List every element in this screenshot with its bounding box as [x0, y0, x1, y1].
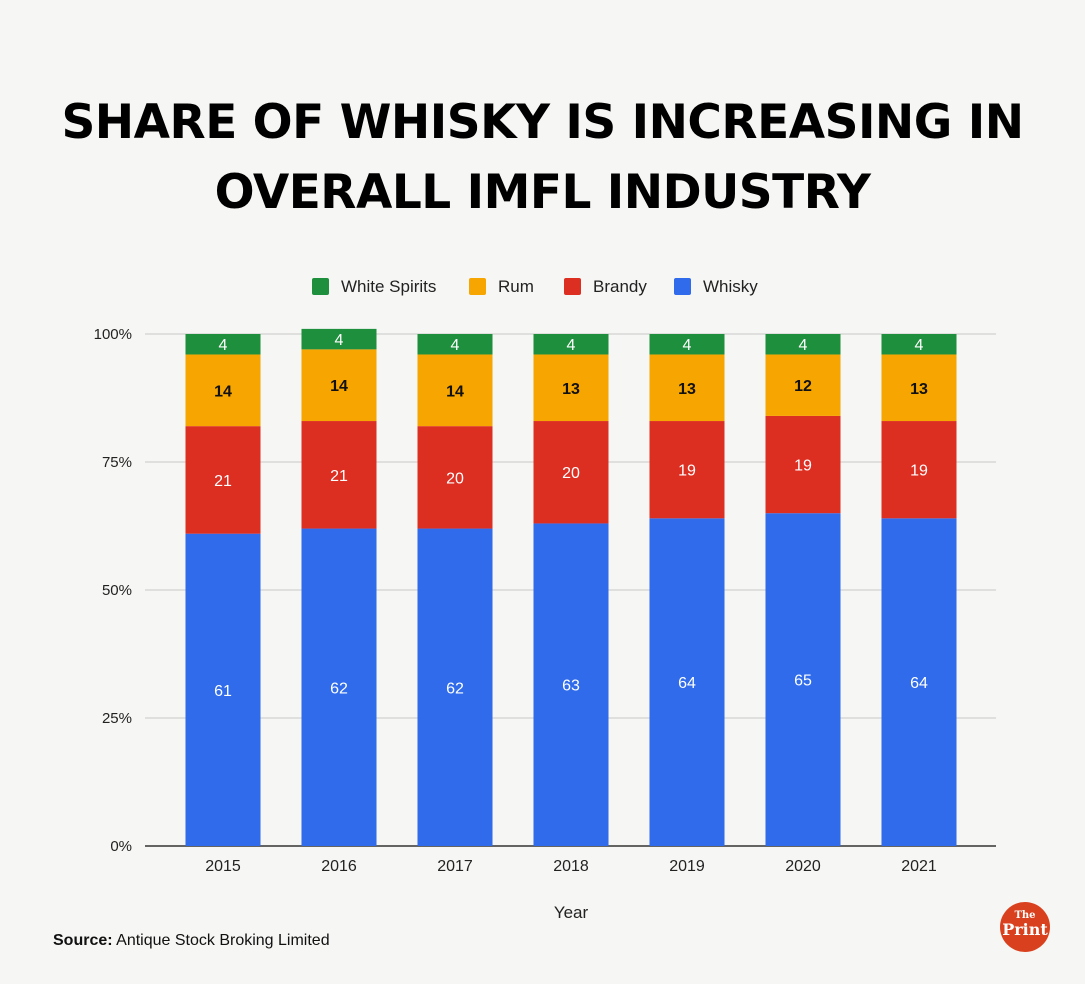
bar-segment-brandy: [881, 421, 957, 519]
y-tick-label: 25%: [102, 710, 132, 727]
bar-segment-white-spirits: [301, 328, 377, 350]
x-tick-label: 2015: [205, 858, 241, 875]
data-label: 65: [794, 673, 812, 690]
x-tick-label: 2018: [553, 858, 589, 875]
bar-segment-brandy: [417, 426, 493, 529]
data-label: 64: [910, 675, 928, 692]
bar-segment-whisky: [881, 518, 957, 846]
data-label: 20: [446, 470, 464, 487]
data-label: 4: [799, 337, 808, 354]
bar-segment-white-spirits: [649, 334, 725, 355]
data-label: 19: [910, 463, 928, 480]
title-line-2: OVERALL IMFL INDUSTRY: [214, 165, 871, 220]
bar-segment-rum: [417, 354, 493, 427]
bar-segment-whisky: [185, 533, 261, 846]
data-label: 12: [794, 378, 812, 395]
bar-segment-rum: [649, 354, 725, 422]
bar-segment-rum: [185, 354, 261, 427]
legend-label: Rum: [498, 277, 534, 296]
data-label: 14: [330, 378, 348, 395]
data-label: 4: [335, 332, 344, 349]
bar-segment-whisky: [301, 528, 377, 846]
x-axis-title: Year: [554, 903, 589, 922]
y-tick-label: 0%: [110, 838, 132, 855]
bar-segment-brandy: [765, 415, 841, 514]
source-text: Antique Stock Broking Limited: [116, 932, 330, 949]
source-note: Source: Antique Stock Broking Limited: [53, 932, 330, 950]
data-label: 14: [214, 383, 232, 400]
data-label: 21: [330, 468, 348, 485]
bar-segment-brandy: [533, 421, 609, 524]
data-label: 13: [910, 381, 928, 398]
bar-segment-brandy: [185, 426, 261, 534]
bar-segment-rum: [881, 354, 957, 422]
data-label: 19: [794, 458, 812, 475]
bar-segment-white-spirits: [765, 334, 841, 355]
bar-segment-white-spirits: [417, 334, 493, 355]
x-tick-label: 2021: [901, 858, 937, 875]
data-label: 62: [446, 680, 464, 697]
bar-segment-brandy: [649, 421, 725, 519]
bar-segment-rum: [765, 354, 841, 416]
data-label: 4: [219, 337, 228, 354]
x-tick-label: 2017: [437, 858, 473, 875]
bar-segment-rum: [301, 349, 377, 422]
data-label: 63: [562, 678, 580, 695]
data-label: 64: [678, 675, 696, 692]
theprint-logo: The Print: [1000, 902, 1050, 952]
data-label: 4: [683, 337, 692, 354]
data-label: 61: [214, 683, 232, 700]
source-label: Source:: [53, 932, 113, 949]
legend-swatch: [564, 278, 581, 295]
data-label: 19: [678, 463, 696, 480]
data-label: 20: [562, 465, 580, 482]
data-label: 4: [915, 337, 924, 354]
data-label: 13: [562, 381, 580, 398]
bar-segment-rum: [533, 354, 609, 422]
data-label: 13: [678, 381, 696, 398]
data-label: 4: [567, 337, 576, 354]
bar-segment-brandy: [301, 421, 377, 529]
bar-segment-white-spirits: [185, 334, 261, 355]
x-tick-label: 2019: [669, 858, 705, 875]
data-label: 62: [330, 680, 348, 697]
bar-segment-whisky: [649, 518, 725, 846]
y-tick-label: 75%: [102, 454, 132, 471]
x-tick-label: 2016: [321, 858, 357, 875]
legend-label: White Spirits: [341, 277, 436, 296]
y-tick-label: 100%: [94, 326, 132, 343]
legend-swatch: [469, 278, 486, 295]
chart-title: SHARE OF WHISKY IS INCREASING IN OVERALL…: [0, 88, 1085, 228]
bar-segment-white-spirits: [533, 334, 609, 355]
bar-segment-whisky: [533, 523, 609, 846]
legend-swatch: [312, 278, 329, 295]
title-line-1: SHARE OF WHISKY IS INCREASING IN: [61, 95, 1024, 150]
logo-print-text: Print: [1002, 920, 1048, 939]
legend-label: Whisky: [703, 277, 758, 296]
legend-label: Brandy: [593, 277, 647, 296]
logo-the-text: The: [1014, 910, 1036, 921]
data-label: 4: [451, 337, 460, 354]
data-label: 21: [214, 473, 232, 490]
x-tick-label: 2020: [785, 858, 821, 875]
bar-segment-white-spirits: [881, 334, 957, 355]
bar-segment-whisky: [765, 513, 841, 846]
legend-swatch: [674, 278, 691, 295]
bar-segment-whisky: [417, 528, 493, 846]
y-tick-label: 50%: [102, 582, 132, 599]
data-label: 14: [446, 383, 464, 400]
